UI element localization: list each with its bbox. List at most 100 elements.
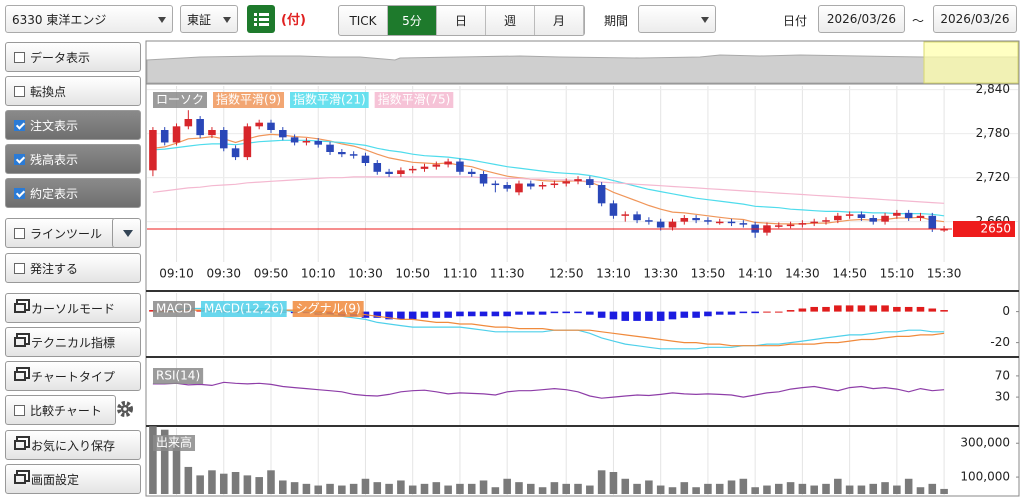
candle-body (680, 218, 689, 222)
candle-body (231, 148, 240, 158)
volume-bar (361, 478, 370, 494)
sidebar-button[interactable]: 画面設定 (5, 464, 141, 494)
window-icon (14, 474, 26, 484)
volume-bar (763, 485, 771, 494)
volume-bar (586, 485, 594, 494)
checkbox[interactable] (14, 153, 25, 165)
macd-bar (822, 306, 830, 312)
candle-body (184, 119, 193, 127)
symbol-select[interactable]: 6330 東洋エンジ (5, 5, 173, 33)
candle-body (668, 221, 677, 228)
macd-bar (586, 311, 594, 315)
candle-body (456, 161, 464, 172)
market-select[interactable]: 東証 (180, 5, 238, 33)
period-tab[interactable]: 日 (437, 6, 486, 35)
period-tab[interactable]: 週 (486, 6, 535, 35)
list-button[interactable] (247, 5, 275, 33)
macd-bar (692, 311, 700, 318)
overview-window[interactable] (923, 41, 1019, 84)
checkbox[interactable] (14, 262, 25, 274)
candle-body (834, 215, 842, 221)
volume-bar (338, 485, 346, 494)
period-select[interactable] (638, 5, 716, 33)
macd-bar (656, 311, 665, 321)
sidebar-button[interactable]: お気に入り保存 (5, 430, 141, 460)
x-tick-label: 10:10 (301, 267, 336, 281)
checkbox[interactable] (14, 119, 25, 131)
period-tab[interactable]: TICK (339, 6, 388, 35)
macd-bar (704, 311, 712, 317)
volume-bar (349, 483, 358, 494)
checkbox[interactable] (14, 227, 25, 239)
volume-bar (621, 478, 630, 494)
dropdown-arrow (123, 230, 133, 242)
y-tick-label: 2,840 (976, 82, 1010, 96)
x-tick-label: 15:10 (880, 267, 915, 281)
sidebar-button[interactable]: 転換点 (5, 76, 141, 106)
checkbox[interactable] (14, 404, 25, 416)
macd-bar (515, 311, 523, 315)
date-to[interactable]: 2026/03/26 (933, 5, 1017, 33)
window-icon (14, 337, 26, 347)
candle-body (208, 130, 216, 136)
checkbox[interactable] (14, 85, 25, 97)
sidebar-button[interactable]: 比較チャート (5, 395, 116, 425)
macd-bar (869, 305, 878, 312)
volume-bar (326, 483, 334, 494)
candle-body (432, 164, 441, 167)
volume-bar (869, 483, 878, 494)
date-label: 日付 (783, 14, 808, 28)
sidebar-button[interactable]: ラインツール (5, 218, 116, 248)
sidebar-label: テクニカル指標 (31, 335, 116, 350)
legend-box (153, 368, 204, 384)
period-tabs: TICK 5分日週月 (338, 5, 585, 36)
sidebar-button[interactable]: カーソルモード (5, 293, 141, 323)
sidebar-button[interactable]: 約定表示 (5, 178, 141, 208)
candle-body (609, 203, 618, 216)
moving-average-line (152, 176, 945, 204)
sidebar-button[interactable]: 注文表示 (5, 110, 141, 140)
compare-settings[interactable] (116, 399, 136, 419)
macd-bar (408, 311, 417, 320)
sidebar-button[interactable]: 発注する (5, 253, 141, 283)
period-tab[interactable]: 5分 (388, 6, 437, 35)
line-tool-dropdown[interactable] (112, 218, 141, 248)
macd-bar (196, 310, 204, 312)
legend-box (374, 92, 454, 108)
sidebar-button[interactable]: 残高表示 (5, 144, 141, 174)
macd-bar (810, 306, 818, 312)
sidebar-button[interactable]: テクニカル指標 (5, 327, 141, 357)
macd-bar (420, 311, 429, 318)
volume-bar (715, 483, 724, 494)
x-tick-label: 10:30 (348, 267, 383, 281)
sidebar-button[interactable]: チャートタイプ (5, 361, 141, 391)
volume-bar (196, 475, 204, 494)
sidebar-button[interactable]: データ表示 (5, 42, 141, 72)
volume-bar (798, 483, 807, 494)
checkbox[interactable] (14, 51, 25, 63)
sidebar-label: データ表示 (30, 50, 91, 65)
candle-body (385, 171, 393, 174)
volume-bar (314, 485, 323, 494)
candle-body (479, 174, 488, 184)
period-tab[interactable]: 月 (535, 6, 584, 35)
candle-body (267, 122, 275, 130)
candle-body (574, 179, 582, 182)
volume-bar (656, 485, 665, 494)
macd-bar (479, 311, 488, 317)
volume-bar (184, 466, 193, 494)
candle-body (326, 144, 334, 152)
date-from[interactable]: 2026/03/26 (818, 5, 905, 33)
volume-bar (928, 483, 937, 494)
legend-label: ローソク (156, 93, 204, 107)
candle-body (774, 225, 783, 227)
macd-bar (597, 311, 606, 318)
volume-bar (503, 478, 511, 494)
x-tick-label: 10:50 (395, 267, 430, 281)
volume-bar (845, 485, 854, 494)
macd-bar (550, 311, 559, 314)
legend-label: シグナル(9) (296, 302, 361, 316)
volume-bar (881, 482, 889, 494)
checkbox[interactable] (14, 187, 25, 199)
